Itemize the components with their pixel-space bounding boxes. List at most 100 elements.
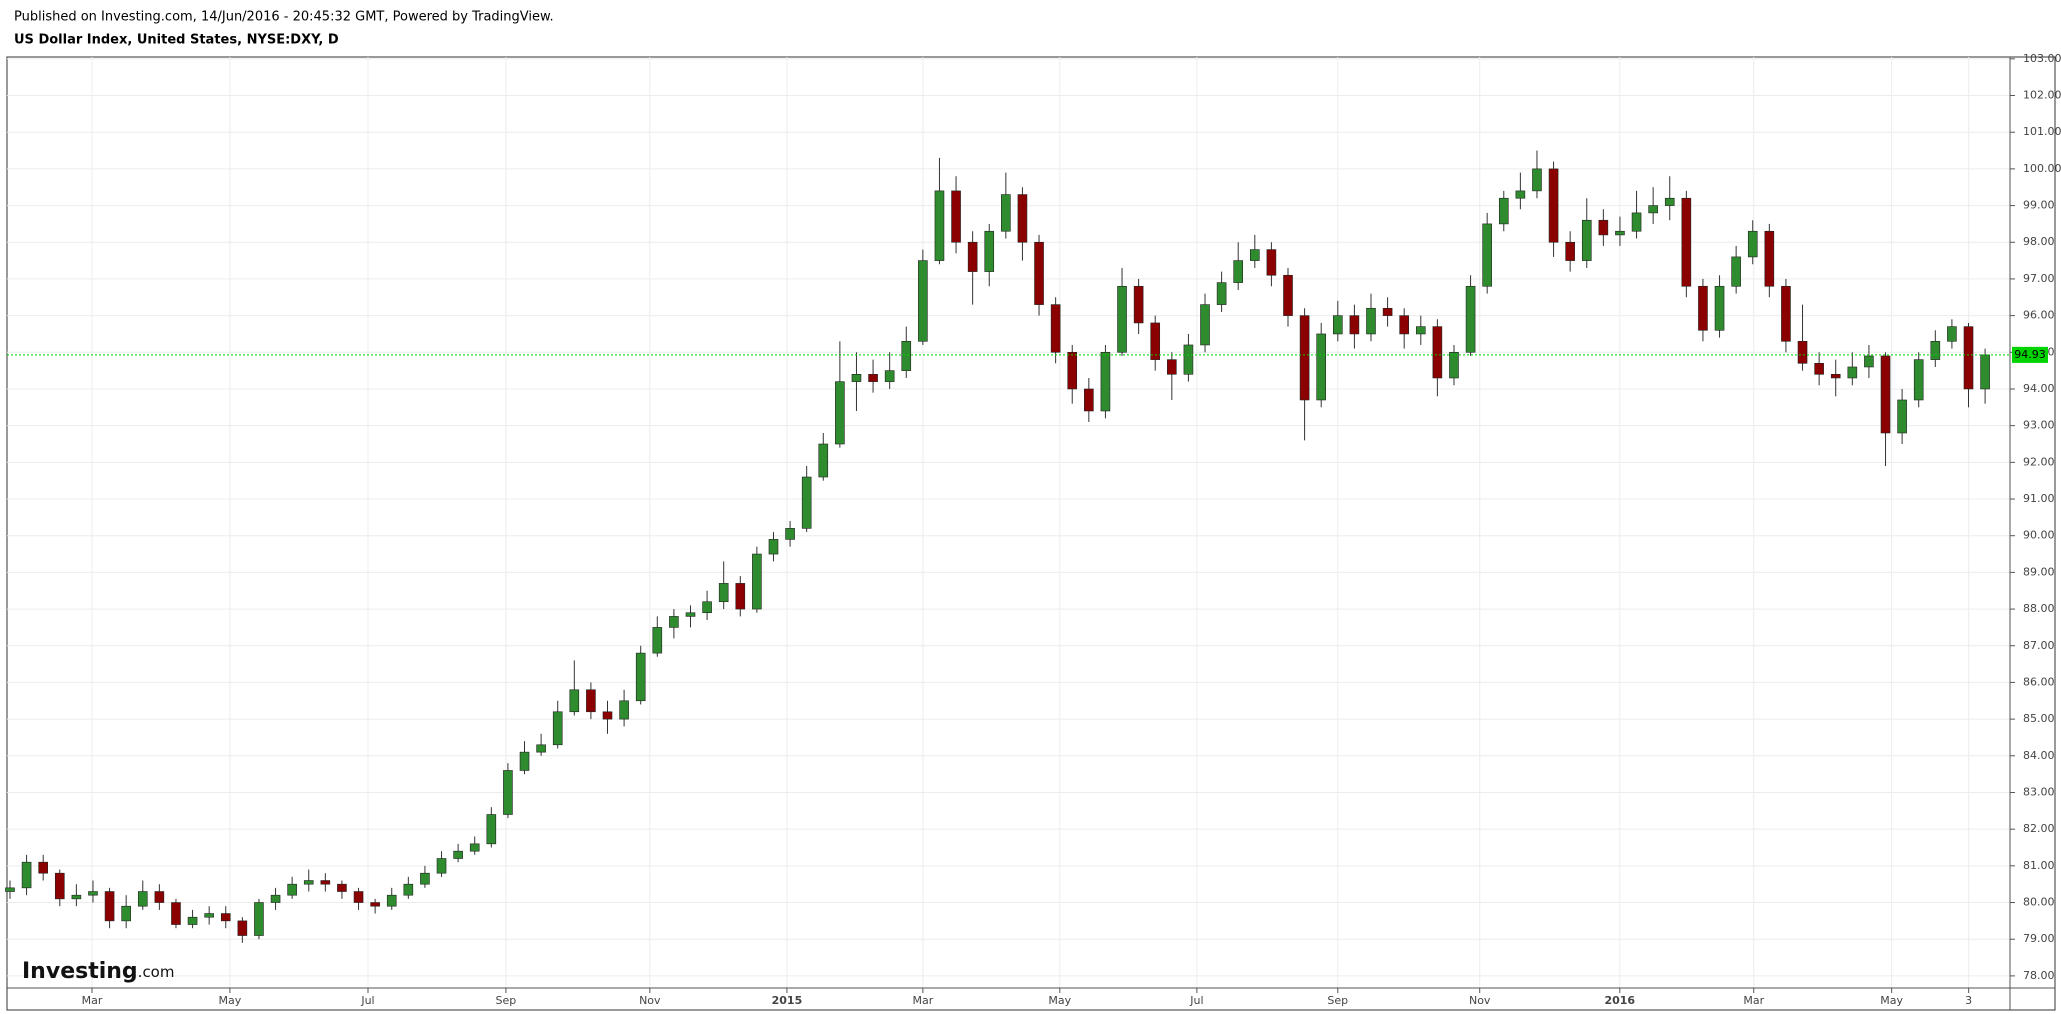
x-tick-label: May [219, 994, 242, 1007]
candle-body [1200, 304, 1210, 346]
candle-body [5, 887, 15, 892]
candle-body [1100, 351, 1111, 412]
candle-body [785, 528, 795, 540]
candle-body [1067, 351, 1078, 390]
candle-body [1913, 359, 1924, 401]
y-tick-label: 83.00 [2023, 785, 2055, 798]
candle-body [768, 539, 779, 555]
candle-body [1050, 304, 1061, 353]
y-tick-label: 87.00 [2023, 639, 2055, 652]
candle-body [1880, 355, 1891, 434]
x-tick-label: May [1880, 994, 1903, 1007]
last-price-box [2012, 346, 2048, 363]
candle-body [436, 858, 447, 874]
y-tick-label: 101.00 [2023, 125, 2061, 138]
candle-body [54, 872, 65, 900]
candle-body [1648, 205, 1658, 214]
candle-body [386, 894, 397, 907]
candle-body [652, 627, 663, 654]
last-price-label: 94.93 [2014, 348, 2046, 361]
y-tick-label: 88.00 [2023, 602, 2055, 615]
x-tick-label: 2016 [1604, 994, 1635, 1007]
candle-body [337, 883, 347, 892]
candle-body [121, 905, 131, 922]
candle-body [884, 370, 895, 382]
candle-body [1698, 285, 1708, 331]
candle-body [1897, 399, 1907, 434]
candle-body [1001, 194, 1011, 232]
x-tick-label: Mar [82, 994, 103, 1007]
candle-body [1847, 366, 1858, 379]
candle-body [1565, 241, 1575, 261]
candle-body [104, 891, 115, 922]
candle-body [1731, 256, 1741, 287]
candle-body [1216, 282, 1227, 305]
candle-body [835, 381, 845, 445]
candle-body [1631, 212, 1642, 232]
candle-body [420, 872, 430, 885]
candle-body [1615, 230, 1625, 236]
candle-body [270, 894, 281, 903]
x-tick-label: 2015 [772, 994, 803, 1007]
y-tick-label: 103.00 [2023, 52, 2061, 65]
y-tick-label: 91.00 [2023, 492, 2055, 505]
candle-body [287, 883, 297, 896]
candle-body [21, 861, 32, 889]
y-tick-label: 80.00 [2023, 896, 2055, 909]
candle-body [88, 891, 98, 896]
x-tick-label: Nov [639, 994, 661, 1007]
y-tick-label: 97.00 [2023, 272, 2055, 285]
candle-body [934, 190, 945, 261]
candle-body [1714, 285, 1725, 331]
y-tick-label: 82.00 [2023, 822, 2055, 835]
y-tick-label: 78.00 [2023, 969, 2055, 982]
candle-body [486, 814, 497, 845]
candle-body [187, 916, 198, 925]
candle-body [586, 689, 596, 713]
y-tick-label: 100.00 [2023, 162, 2061, 175]
candle-body [1316, 333, 1326, 401]
candle-body [171, 902, 181, 925]
candle-body [718, 583, 729, 603]
candle-body [967, 241, 978, 272]
y-tick-label: 81.00 [2023, 859, 2055, 872]
candle-body [1449, 351, 1459, 379]
y-tick-label: 99.00 [2023, 199, 2055, 212]
candle-body [1283, 274, 1293, 316]
header: Published on Investing.com, 14/Jun/2016 … [14, 10, 554, 25]
candle-body [1084, 388, 1094, 412]
candle-body [1332, 315, 1343, 335]
candle-body [1947, 326, 1957, 342]
candle-body [752, 553, 762, 610]
candle-body [818, 443, 829, 478]
y-tick-label: 94.00 [2023, 382, 2055, 395]
candle-body [1017, 194, 1028, 243]
grid [7, 57, 2010, 988]
candle-body [237, 920, 248, 936]
candle-body [370, 902, 380, 907]
x-tick-label: Mar [1743, 994, 1764, 1007]
candle-body [1399, 315, 1409, 335]
candle-body [851, 374, 862, 382]
candle-body [669, 616, 679, 628]
x-tick-label: Mar [912, 994, 933, 1007]
candle-body [1133, 285, 1144, 324]
candle-body [1299, 315, 1310, 401]
candle-body [619, 700, 629, 720]
candle-body [1498, 197, 1509, 225]
candle-body [1830, 374, 1841, 379]
candle-body [1747, 230, 1758, 258]
candle-body [1681, 197, 1692, 287]
watermark-main: Investing [22, 959, 138, 984]
candle-body [1548, 168, 1559, 243]
y-tick-label: 92.00 [2023, 455, 2055, 468]
candle-body [1150, 322, 1161, 360]
candle-body [353, 891, 364, 903]
candle-body [1117, 285, 1127, 353]
candle-body [1432, 326, 1443, 379]
candle-body [38, 861, 48, 874]
candle-body [1366, 307, 1376, 335]
candle-body [1167, 359, 1177, 375]
candle-body [469, 843, 480, 852]
